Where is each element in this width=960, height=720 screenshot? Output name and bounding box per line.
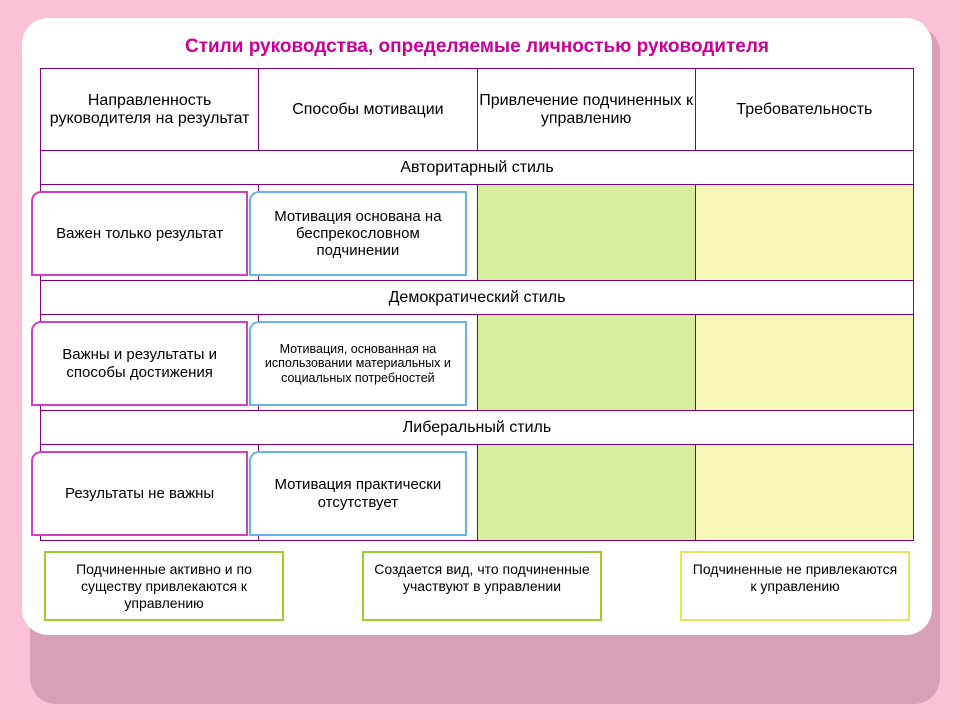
footer-box-0: Подчиненные активно и по существу привле…	[44, 551, 284, 621]
cell-0-2	[477, 185, 695, 281]
chip-2-0: Результаты не важны	[31, 451, 248, 536]
cell-0-0: Важен только результат	[41, 185, 259, 281]
cell-2-0: Результаты не важны	[41, 445, 259, 541]
chip-1-1: Мотивация, основанная на использовании м…	[249, 321, 466, 406]
footer-box-1: Создается вид, что подчиненные участвуют…	[362, 551, 602, 621]
cell-1-2	[477, 315, 695, 411]
cell-2-2	[477, 445, 695, 541]
data-row-0: Важен только результат Мотивация основан…	[41, 185, 914, 281]
table-header-row: Направленность руководителя на результат…	[41, 69, 914, 151]
band-row-1: Демократический стиль	[41, 281, 914, 315]
band-row-0: Авторитарный стиль	[41, 151, 914, 185]
cell-0-1: Мотивация основана на беспрекословном по…	[259, 185, 477, 281]
cell-1-3	[695, 315, 913, 411]
footer-box-2: Подчиненные не привлекаются к управлению	[680, 551, 910, 621]
cell-2-1: Мотивация практически отсутствует	[259, 445, 477, 541]
chip-1-0: Важны и результаты и способы достижения	[31, 321, 248, 406]
cell-1-0: Важны и результаты и способы достижения	[41, 315, 259, 411]
band-label-2: Либеральный стиль	[41, 411, 914, 445]
col-header-3: Требовательность	[695, 69, 913, 151]
cell-0-3	[695, 185, 913, 281]
footer-row: Подчиненные активно и по существу привле…	[40, 551, 914, 621]
band-label-0: Авторитарный стиль	[41, 151, 914, 185]
data-row-1: Важны и результаты и способы достижения …	[41, 315, 914, 411]
chip-0-0: Важен только результат	[31, 191, 248, 276]
chip-2-1: Мотивация практически отсутствует	[249, 451, 466, 536]
col-header-2: Привлечение подчиненных к управлению	[477, 69, 695, 151]
main-table: Направленность руководителя на результат…	[40, 68, 914, 541]
band-row-2: Либеральный стиль	[41, 411, 914, 445]
col-header-1: Способы мотивации	[259, 69, 477, 151]
cell-1-1: Мотивация, основанная на использовании м…	[259, 315, 477, 411]
cell-2-3	[695, 445, 913, 541]
card: Стили руководства, определяемые личность…	[22, 18, 932, 635]
band-label-1: Демократический стиль	[41, 281, 914, 315]
data-row-2: Результаты не важны Мотивация практическ…	[41, 445, 914, 541]
page-title: Стили руководства, определяемые личность…	[40, 36, 914, 58]
col-header-0: Направленность руководителя на результат	[41, 69, 259, 151]
chip-0-1: Мотивация основана на беспрекословном по…	[249, 191, 466, 276]
